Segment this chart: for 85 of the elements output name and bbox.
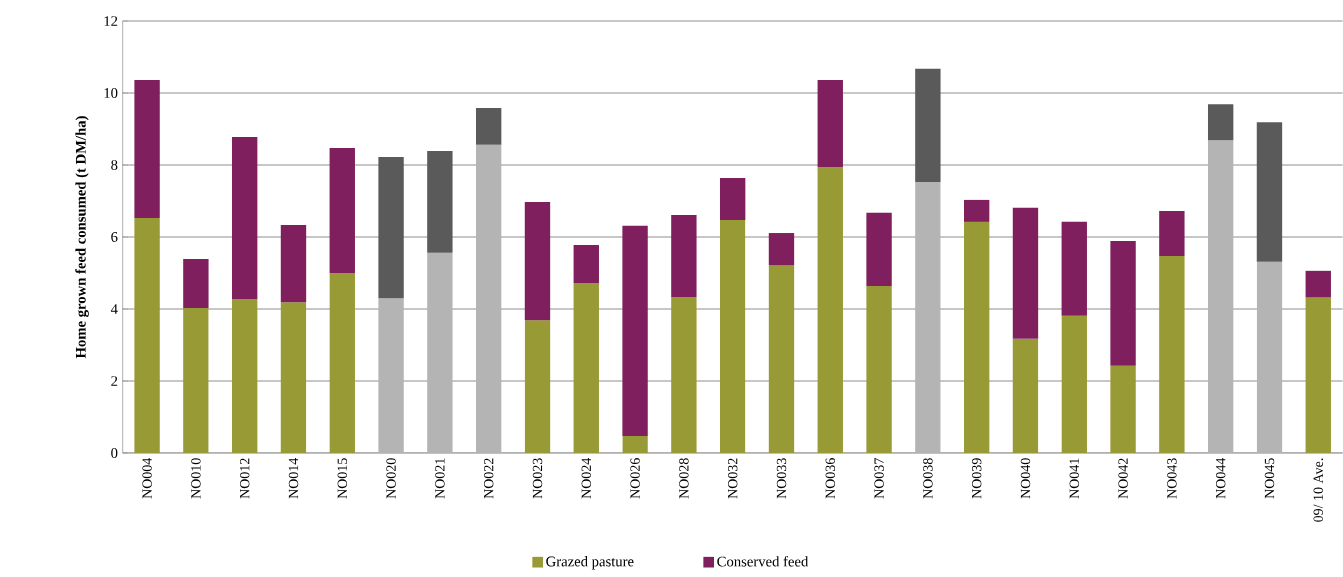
bar — [719, 177, 746, 221]
bar — [963, 221, 990, 453]
x-tick-label: NO028 — [679, 458, 689, 499]
x-tick-label: NO037 — [874, 458, 884, 499]
bar — [1159, 256, 1185, 453]
bar — [671, 297, 697, 453]
bar — [524, 320, 551, 453]
y-tick-label: 10 — [104, 88, 118, 98]
bar — [1305, 297, 1331, 453]
bar — [524, 202, 551, 321]
y-tick-label: 4 — [110, 304, 118, 314]
bar — [1256, 261, 1283, 453]
bar — [1110, 365, 1136, 453]
bar — [1012, 338, 1039, 453]
y-axis-title: Home grown feed consumed (t DM/ha) — [75, 116, 89, 359]
bar — [817, 167, 843, 453]
legend-label: Grazed pasture — [546, 556, 634, 570]
bar — [719, 220, 746, 453]
bar — [671, 215, 697, 298]
bar — [866, 212, 892, 286]
bar — [134, 217, 160, 453]
bar — [1110, 240, 1136, 366]
y-tick-label: 8 — [111, 160, 118, 170]
bar — [183, 258, 209, 308]
y-tick-label: 6 — [111, 232, 118, 242]
bar — [768, 233, 795, 266]
y-tick-label: 0 — [111, 448, 118, 458]
bar — [1012, 207, 1039, 339]
bar — [329, 272, 355, 453]
bar — [475, 144, 502, 453]
bar — [573, 244, 599, 284]
bar — [1207, 140, 1234, 453]
bar — [915, 68, 941, 182]
x-tick-label: NO026 — [630, 458, 640, 499]
x-tick-label: NO041 — [1069, 458, 1079, 499]
x-tick-label: NO036 — [825, 458, 835, 499]
bar — [866, 285, 892, 453]
bar — [1207, 104, 1234, 141]
x-tick-label: NO045 — [1264, 458, 1275, 499]
bar — [768, 265, 795, 453]
x-tick-label: NO043 — [1167, 458, 1177, 499]
bar — [573, 283, 599, 453]
bar — [231, 298, 258, 453]
bar — [280, 302, 307, 453]
bar — [1256, 122, 1283, 262]
bar — [1159, 211, 1185, 257]
bar — [378, 298, 404, 453]
x-tick-label: NO021 — [435, 458, 445, 499]
x-tick-label: NO038 — [923, 458, 933, 499]
x-tick-label: NO033 — [776, 458, 787, 499]
bar — [817, 80, 843, 168]
bar — [134, 80, 160, 218]
bar — [1305, 270, 1331, 298]
x-tick-label: NO042 — [1118, 458, 1128, 499]
bar — [231, 136, 258, 299]
bar — [963, 199, 990, 222]
y-tick-label: 12 — [104, 16, 118, 26]
bar — [280, 225, 307, 303]
bar — [427, 150, 453, 253]
x-tick-label: NO022 — [483, 458, 494, 499]
x-tick-label: NO044 — [1215, 457, 1226, 499]
x-tick-label: NO010 — [191, 458, 201, 499]
x-tick-label: NO004 — [142, 457, 152, 499]
x-tick-label: NO023 — [532, 458, 543, 499]
x-tick-label: NO014 — [288, 457, 299, 499]
x-tick-label: NO015 — [337, 458, 348, 499]
bar — [183, 307, 209, 453]
bar — [1061, 315, 1087, 453]
bar — [475, 108, 502, 145]
x-tick-label: NO024 — [581, 457, 592, 499]
bar — [329, 148, 355, 273]
x-tick-label: NO032 — [727, 458, 738, 499]
bar — [915, 181, 941, 453]
bar — [427, 252, 453, 453]
x-tick-label: NO020 — [386, 458, 396, 499]
bar — [378, 157, 404, 299]
bar — [622, 436, 648, 453]
x-tick-label: 09/ 10 Ave. — [1313, 458, 1324, 522]
x-tick-label: NO040 — [1020, 458, 1031, 499]
y-tick-label: 2 — [111, 376, 118, 386]
x-tick-label: NO039 — [971, 458, 982, 499]
bar — [1061, 221, 1087, 316]
legend-label: Conserved feed — [717, 556, 809, 567]
bar — [622, 225, 648, 437]
x-tick-label: NO012 — [239, 458, 250, 499]
